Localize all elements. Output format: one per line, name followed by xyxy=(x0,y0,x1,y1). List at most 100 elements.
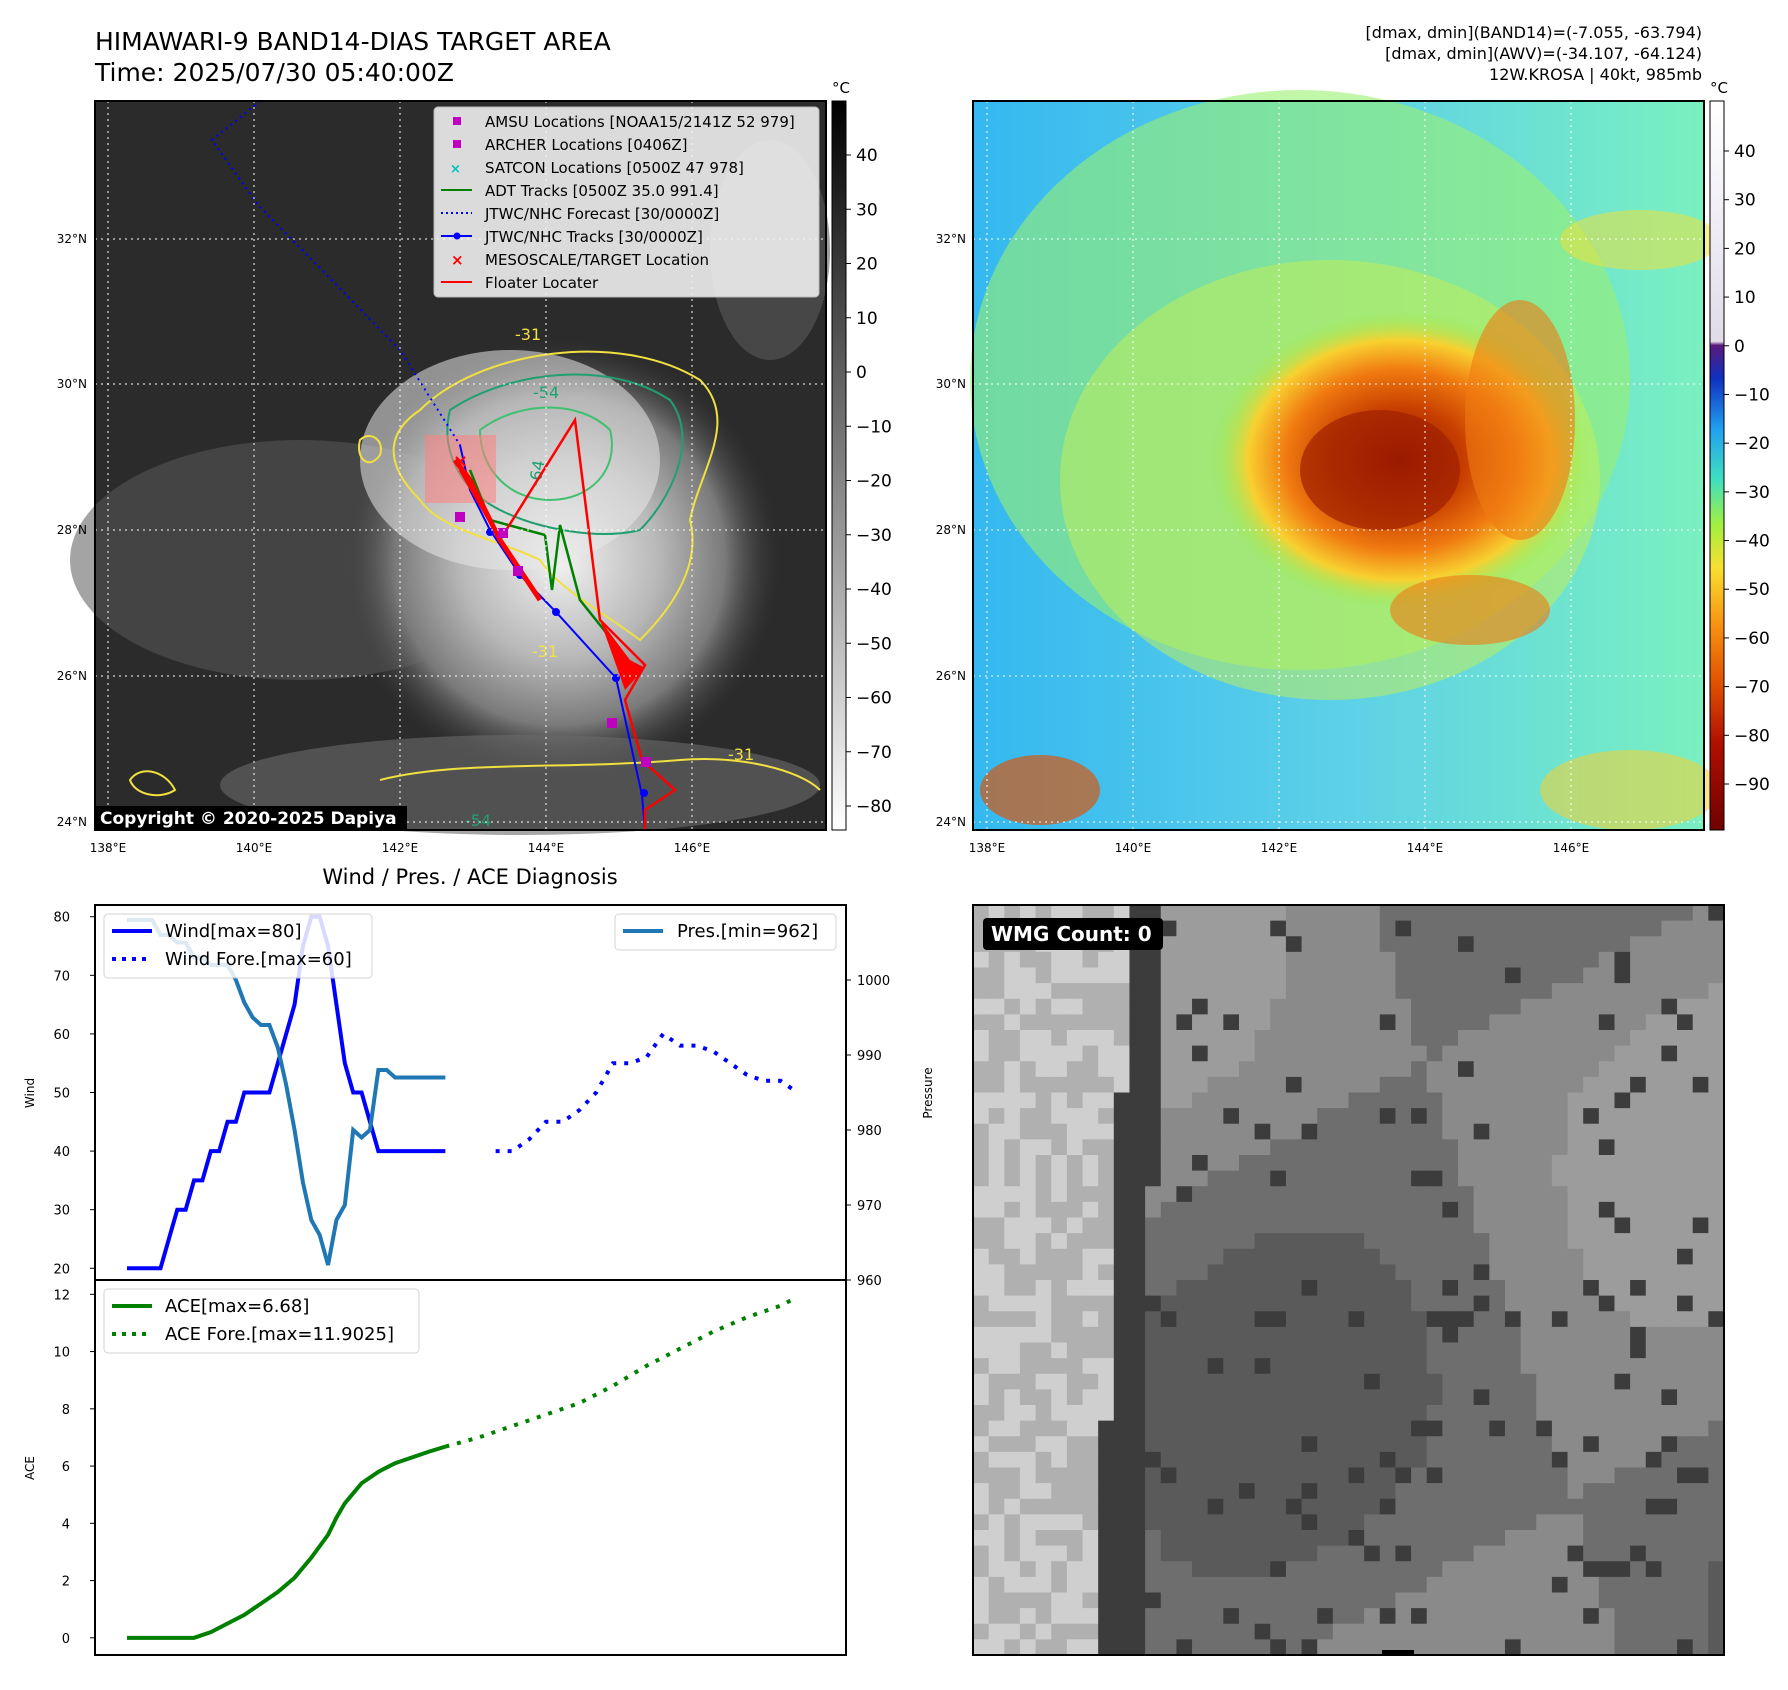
wmg-cell xyxy=(1692,1483,1709,1500)
wmg-cell xyxy=(1285,1061,1303,1078)
wmg-cell xyxy=(1489,998,1506,1015)
wmg-cell xyxy=(1661,1436,1678,1453)
wmg-cell xyxy=(1192,1217,1209,1234)
wmg-cell xyxy=(1489,1436,1506,1453)
wmg-cell xyxy=(1395,983,1412,1000)
wmg-cell xyxy=(1614,1280,1631,1297)
wmg-cell xyxy=(1614,998,1631,1015)
wmg-cell xyxy=(1692,967,1709,984)
wmg-cell xyxy=(1489,1139,1506,1156)
wmg-cell xyxy=(1458,1483,1475,1500)
wmg-cell xyxy=(1645,1639,1662,1656)
wmg-cell xyxy=(988,1514,1005,1531)
wmg-cell xyxy=(1066,1295,1084,1312)
wmg-cell xyxy=(1442,1405,1459,1422)
wmg-cell xyxy=(1426,1592,1443,1609)
wmg-cell xyxy=(1192,1014,1209,1031)
wmg-cell xyxy=(1145,1405,1162,1422)
wmg-cell xyxy=(1661,1186,1678,1203)
pres-legend: Pres.[min=962] xyxy=(614,913,837,951)
wmg-cell xyxy=(1332,1373,1349,1390)
wmg-cell xyxy=(1082,1108,1099,1125)
colorbar-tick-label: −60 xyxy=(856,689,892,709)
wmg-cell xyxy=(1411,905,1428,922)
wmg-cell xyxy=(1395,1233,1412,1250)
wmg-cell xyxy=(1317,1639,1334,1656)
wmg-cell xyxy=(988,1014,1005,1031)
wmg-cell xyxy=(1129,1592,1146,1609)
wmg-count-text: WMG Count: 0 xyxy=(991,922,1152,946)
wmg-cell xyxy=(1598,1389,1615,1406)
wmg-cell xyxy=(1692,1639,1709,1656)
wmg-cell xyxy=(1035,1217,1052,1234)
wmg-cell xyxy=(1583,1170,1600,1187)
wmg-cell xyxy=(1458,1170,1475,1187)
wmg-cell xyxy=(1238,1061,1256,1078)
wmg-cell xyxy=(1098,1608,1115,1625)
wmg-cell xyxy=(1364,951,1381,968)
wmg-cell xyxy=(1348,1233,1365,1250)
wmg-cell xyxy=(1332,905,1349,922)
colorbar-tick-label: −20 xyxy=(1734,434,1770,454)
lat-tick: 32°N xyxy=(57,232,87,246)
wmg-cell xyxy=(1677,1483,1694,1500)
wmg-cell xyxy=(1536,1576,1553,1593)
wmg-cell xyxy=(1583,1576,1600,1593)
wmg-cell xyxy=(1238,1467,1256,1484)
wmg-cell xyxy=(1504,1280,1522,1297)
wmg-cell xyxy=(1411,967,1428,984)
wmg-cell xyxy=(1692,920,1709,937)
wmg-cell xyxy=(1411,1108,1428,1125)
wmg-cell xyxy=(1270,1170,1287,1187)
wmg-cell xyxy=(1207,1420,1224,1437)
wmg-cell xyxy=(1129,1467,1146,1484)
wmg-cell xyxy=(1504,1420,1522,1437)
wmg-cell xyxy=(1379,1389,1396,1406)
wmg-cell xyxy=(1223,1592,1240,1609)
wmg-cell xyxy=(1082,1420,1099,1437)
wmg-cell xyxy=(1630,998,1647,1015)
wmg-cell xyxy=(1301,951,1318,968)
wmg-cell xyxy=(1254,1326,1271,1343)
wmg-cell xyxy=(1598,1545,1615,1562)
wmg-cell xyxy=(1536,1280,1553,1297)
wmg-cell xyxy=(1129,1342,1146,1359)
wmg-cell xyxy=(1113,1186,1130,1203)
wmg-cell xyxy=(1207,1155,1224,1172)
wmg-cell xyxy=(1301,1545,1318,1562)
wmg-cell xyxy=(1395,951,1412,968)
wmg-cell xyxy=(1708,1358,1725,1375)
wmg-cell xyxy=(973,951,990,968)
wmg-cell xyxy=(1332,1217,1349,1234)
wmg-cell xyxy=(1160,983,1177,1000)
wmg-cell xyxy=(1708,967,1725,984)
wmg-cell xyxy=(1066,1311,1084,1328)
wmg-cell xyxy=(1051,1545,1068,1562)
wmg-cell xyxy=(1395,1295,1412,1312)
wmg-cell xyxy=(1019,1498,1037,1515)
wmg-cell xyxy=(1630,1045,1647,1062)
wmg-cell xyxy=(1348,1405,1365,1422)
wmg-cell xyxy=(1458,1389,1475,1406)
wmg-cell xyxy=(1708,1264,1725,1281)
wmg-cell xyxy=(1066,1608,1084,1625)
wmg-cell xyxy=(1113,1139,1130,1156)
wmg-cell xyxy=(1113,1467,1130,1484)
wmg-cell xyxy=(1661,1623,1678,1640)
wmg-cell xyxy=(1066,1358,1084,1375)
wmg-cell xyxy=(988,1045,1005,1062)
wmg-cell xyxy=(1458,1530,1475,1547)
wmg-cell xyxy=(1176,1248,1193,1265)
wmg-cell xyxy=(1614,1076,1631,1093)
wmg-cell xyxy=(1583,967,1600,984)
wmg-cell xyxy=(1019,905,1037,922)
wmg-cell xyxy=(1504,920,1522,937)
wmg-cell xyxy=(1066,1186,1084,1203)
wmg-cell xyxy=(1035,1248,1052,1265)
wmg-cell xyxy=(1442,1545,1459,1562)
wmg-cell xyxy=(1035,998,1052,1015)
wmg-cell xyxy=(1051,1248,1068,1265)
wmg-cell xyxy=(1708,920,1725,937)
wmg-cell xyxy=(1661,1061,1678,1078)
wmg-cell xyxy=(1536,1076,1553,1093)
